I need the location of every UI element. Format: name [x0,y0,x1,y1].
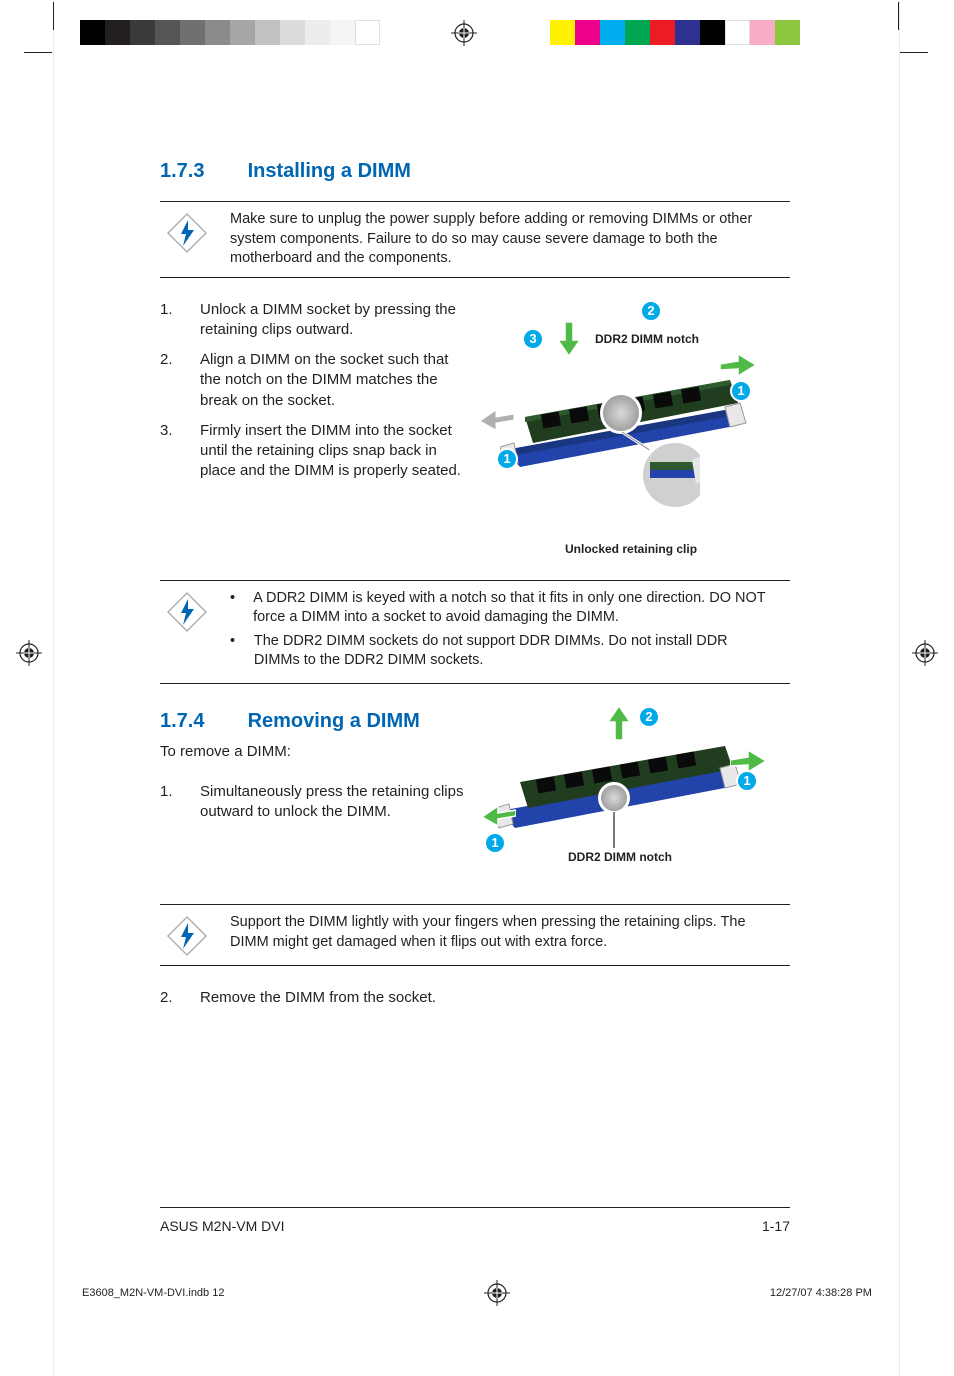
list-item: •A DDR2 DIMM is keyed with a notch so th… [230,589,770,628]
print-job-footer: E3608_M2N-VM-DVI.indb 12 12/27/07 4:38:2… [82,1280,872,1306]
warning-text: Support the DIMM lightly with your finge… [230,913,790,957]
arrow-right-icon [720,354,756,378]
warning-lightning-icon [166,591,208,633]
note-box: •A DDR2 DIMM is keyed with a notch so th… [160,580,790,684]
install-dimm-figure: DDR2 DIMM notch 2 3 [480,300,770,560]
heading-173: 1.7.3 Installing a DIMM [160,160,790,183]
crop-mark [53,2,54,30]
warning-lightning-icon [166,212,208,254]
arrow-left-icon [480,408,514,430]
arrow-left-icon [482,804,516,826]
install-steps-figure-row: 1.Unlock a DIMM socket by pressing the r… [160,300,790,560]
install-steps-list: 1.Unlock a DIMM socket by pressing the r… [160,300,470,482]
note-list: •A DDR2 DIMM is keyed with a notch so th… [230,589,790,675]
page-edge-left [53,0,54,1376]
heading-174: 1.7.4 Removing a DIMM [160,710,480,733]
warning-text: Make sure to unplug the power supply bef… [230,210,790,269]
zoom-inset-icon [620,430,700,520]
figure-callout: 1 [730,380,752,402]
intro-text: To remove a DIMM: [160,743,480,760]
footer-product: ASUS M2N-VM DVI [160,1218,284,1234]
warning-lightning-icon [166,915,208,957]
section-174-row: 1.7.4 Removing a DIMM To remove a DIMM: … [160,710,790,870]
figure-label-clip: Unlocked retaining clip [565,542,697,556]
footer-page-number: 1-17 [762,1218,790,1234]
figure-label-notch: DDR2 DIMM notch [595,332,699,346]
list-item: 1.Unlock a DIMM socket by pressing the r… [160,300,470,341]
figure-callout: 3 [522,328,544,350]
registration-mark-icon [451,20,477,46]
remove-steps-list-2: 2.Remove the DIMM from the socket. [160,988,790,1008]
crop-mark [900,52,928,53]
warning-box: Make sure to unplug the power supply bef… [160,201,790,278]
zoom-circle-icon [598,782,630,814]
figure-callout: 2 [638,706,660,728]
leader-line-icon [612,812,616,848]
list-item: 2.Remove the DIMM from the socket. [160,988,790,1008]
list-item: 1.Simultaneously press the retaining cli… [160,782,480,823]
registration-mark-icon [16,640,42,666]
page-edge-right [899,0,900,1376]
gray-calibration-bars [80,20,380,45]
heading-title: Removing a DIMM [248,710,420,732]
remove-steps-list: 1.Simultaneously press the retaining cli… [160,782,480,823]
figure-callout: 2 [640,300,662,322]
figure-label-notch: DDR2 DIMM notch [568,850,672,864]
remove-dimm-figure: 2 [490,710,770,870]
figure-callout: 1 [484,832,506,854]
arrow-up-icon [608,706,630,740]
page-content: 1.7.3 Installing a DIMM Make sure to unp… [160,160,790,1018]
figure-callout: 1 [736,770,758,792]
crop-mark [24,52,52,53]
registration-mark-icon [912,640,938,666]
list-item: •The DDR2 DIMM sockets do not support DD… [230,632,770,671]
registration-mark-icon [484,1280,510,1306]
list-item: 2.Align a DIMM on the socket such that t… [160,350,470,411]
heading-number: 1.7.3 [160,160,242,183]
arrow-down-icon [558,322,580,356]
zoom-circle-icon [600,392,642,434]
list-item: 3.Firmly insert the DIMM into the socket… [160,421,470,482]
heading-number: 1.7.4 [160,710,242,733]
print-timestamp: 12/27/07 4:38:28 PM [770,1287,872,1299]
cmyk-calibration-bars [550,20,850,45]
print-filename: E3608_M2N-VM-DVI.indb 12 [82,1287,224,1299]
page-footer: ASUS M2N-VM DVI 1-17 [160,1207,790,1234]
heading-title: Installing a DIMM [248,160,411,182]
figure-callout: 1 [496,448,518,470]
warning-box: Support the DIMM lightly with your finge… [160,904,790,966]
crop-mark [898,2,899,30]
